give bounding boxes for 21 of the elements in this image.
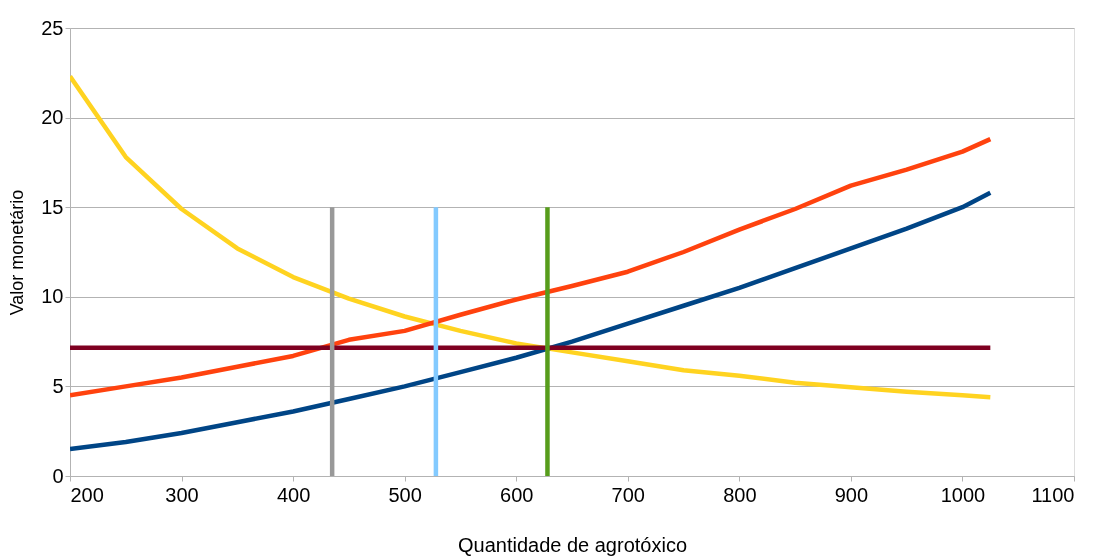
y-axis-title: Valor monetário bbox=[7, 189, 28, 316]
x-tick-label: 800 bbox=[723, 483, 757, 506]
x-tick-label: 200 bbox=[70, 483, 104, 506]
line-series bbox=[70, 190, 993, 452]
x-tick-label: 600 bbox=[500, 483, 534, 506]
line-series bbox=[70, 136, 993, 398]
y-tick-label: 10 bbox=[41, 285, 64, 308]
x-tick-label: 500 bbox=[388, 483, 422, 506]
x-tick-label: 700 bbox=[611, 483, 645, 506]
x-axis-title: Quantidade de agrotóxico bbox=[457, 533, 688, 556]
y-tick-label: 15 bbox=[41, 195, 64, 218]
x-tick-label: 1000 bbox=[940, 483, 986, 506]
line-series bbox=[70, 74, 993, 400]
y-tick-label: 5 bbox=[52, 374, 64, 397]
y-tick-label: 20 bbox=[41, 106, 64, 129]
y-tick-label: 0 bbox=[52, 464, 64, 487]
x-tick-label: 1100 bbox=[1031, 483, 1075, 506]
y-tick-label: 25 bbox=[41, 16, 64, 39]
x-tick-label: 300 bbox=[165, 483, 199, 506]
x-tick-label: 400 bbox=[276, 483, 311, 506]
x-tick-label: 900 bbox=[834, 483, 869, 506]
